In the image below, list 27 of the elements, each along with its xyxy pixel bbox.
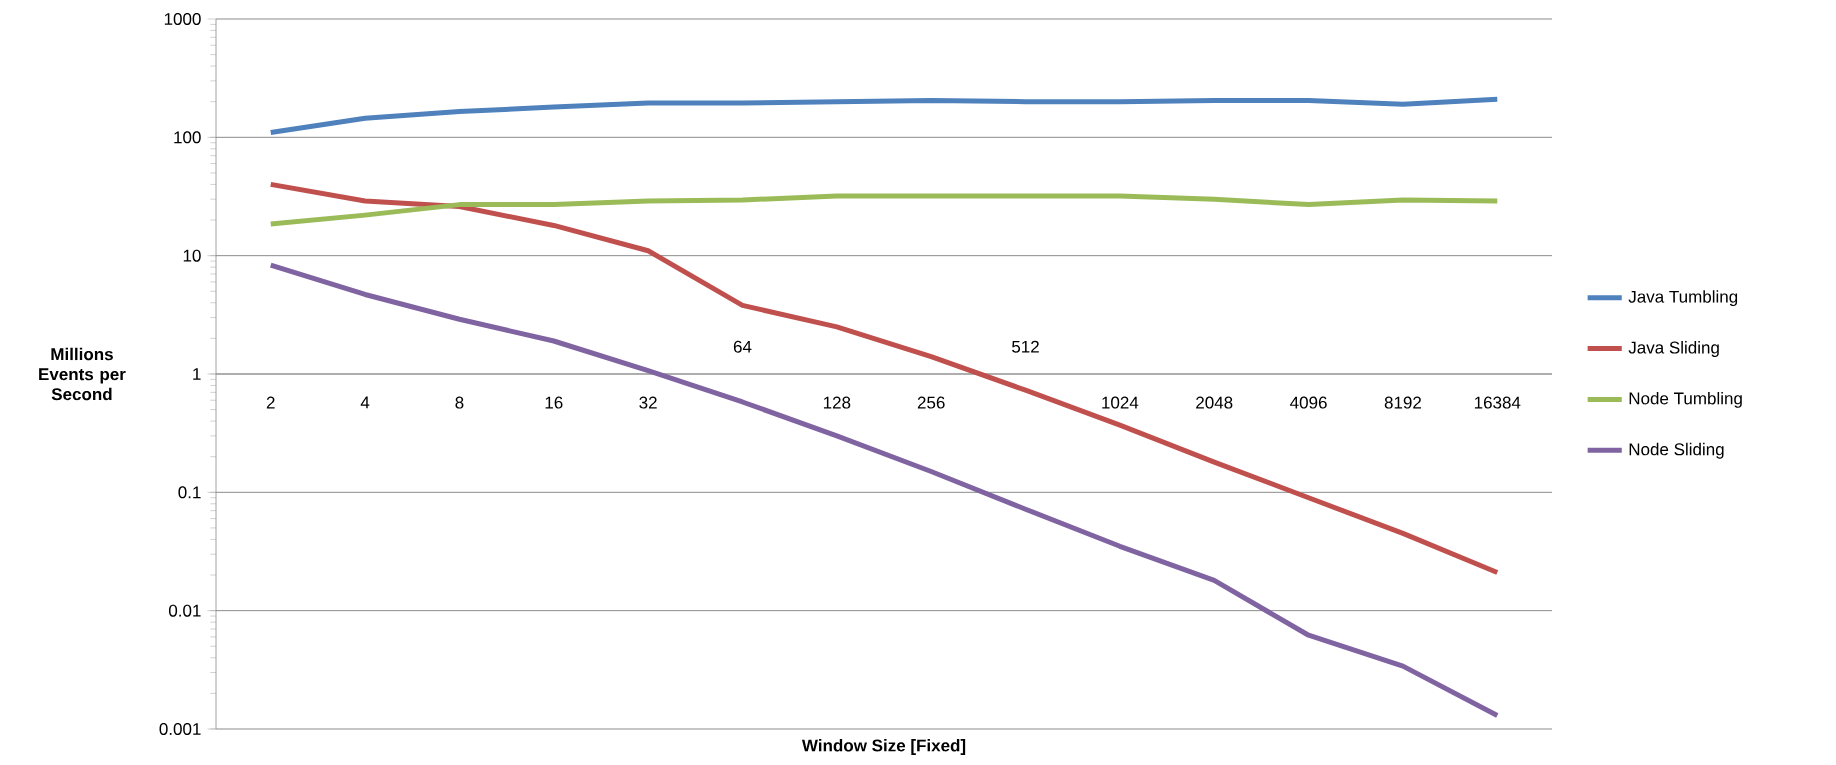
y-tick-label: 1000 <box>164 12 201 25</box>
y-tick-label: 100 <box>174 131 201 144</box>
x-tick-label: 32 <box>639 396 657 409</box>
x-axis-title: Window Size [Fixed] <box>801 739 966 755</box>
y-axis-title: Millions Events per Second <box>39 347 126 401</box>
x-tick-label: 4 <box>360 396 370 409</box>
y-tick-label: 1 <box>193 368 201 380</box>
x-tick-label: 512 <box>1012 340 1039 353</box>
legend-label: Java Tumbling <box>1628 290 1738 307</box>
legend-label: Java Sliding <box>1628 341 1719 357</box>
x-tick-label: 128 <box>823 396 851 409</box>
x-tick-label: 8192 <box>1384 396 1421 409</box>
x-tick-label: 256 <box>917 396 945 409</box>
y-tick-label: 0.1 <box>178 486 201 499</box>
y-tick-label: 10 <box>183 249 201 262</box>
legend-label: Node Sliding <box>1629 442 1724 459</box>
x-tick-label: 64 <box>733 340 752 353</box>
y-tick-label: 0.01 <box>168 604 201 617</box>
x-tick-label: 4096 <box>1290 396 1327 409</box>
x-tick-label: 2 <box>266 396 275 409</box>
legend-label: Node Tumbling <box>1629 391 1742 408</box>
y-tick-label: 0.001 <box>159 722 201 735</box>
x-tick-label: 8 <box>455 396 464 409</box>
x-tick-label: 16384 <box>1474 396 1521 409</box>
x-tick-label: 16 <box>545 396 563 409</box>
x-tick-label: 1024 <box>1102 396 1139 409</box>
x-tick-label: 2048 <box>1196 396 1233 409</box>
